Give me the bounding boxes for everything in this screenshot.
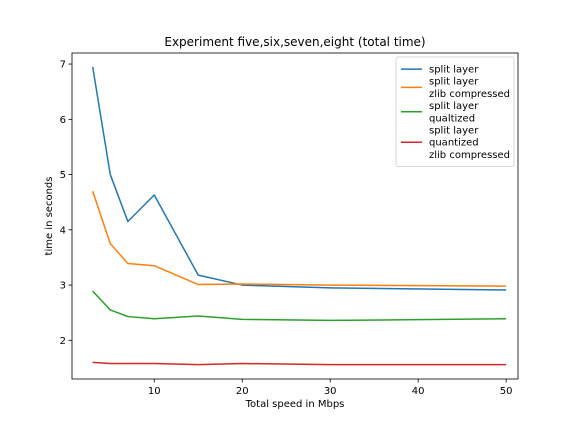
legend-label: split layer bbox=[429, 65, 479, 76]
series-line-1 bbox=[91, 66, 507, 291]
plot-frame bbox=[71, 52, 519, 380]
x-tick-label: 20 bbox=[236, 386, 249, 397]
x-axis: 10 20 30 40 50 bbox=[148, 379, 513, 397]
legend-label: quantized bbox=[429, 138, 479, 149]
y-axis: 2 3 4 5 6 7 bbox=[60, 60, 72, 347]
legend-label: zlib compressed bbox=[429, 150, 510, 161]
y-axis-label: time in seconds bbox=[44, 177, 55, 256]
x-tick-label: 50 bbox=[500, 386, 513, 397]
chart-title: Experiment five,six,seven,eight (total t… bbox=[164, 35, 425, 49]
y-tick-label: 4 bbox=[60, 225, 66, 236]
legend-box bbox=[395, 56, 515, 167]
series-line-3 bbox=[92, 290, 507, 322]
series-line-4 bbox=[92, 361, 507, 366]
legend-label: zlib compressed bbox=[429, 89, 510, 100]
x-tick-label: 30 bbox=[324, 386, 337, 397]
plot-lines bbox=[91, 66, 507, 366]
legend-label: split layer bbox=[429, 101, 479, 112]
legend-label: split layer bbox=[429, 126, 479, 137]
y-tick-label: 5 bbox=[60, 170, 66, 181]
legend-label: qualtized bbox=[429, 113, 475, 124]
x-tick-label: 40 bbox=[412, 386, 425, 397]
y-tick-label: 7 bbox=[60, 60, 66, 71]
x-axis-label: Total speed in Mbps bbox=[245, 399, 345, 410]
y-tick-label: 3 bbox=[60, 281, 66, 292]
x-tick-label: 10 bbox=[148, 386, 161, 397]
series-line-2 bbox=[91, 190, 507, 287]
legend-label: split layer bbox=[429, 77, 479, 88]
y-tick-label: 6 bbox=[60, 115, 66, 126]
y-tick-label: 2 bbox=[60, 336, 66, 347]
